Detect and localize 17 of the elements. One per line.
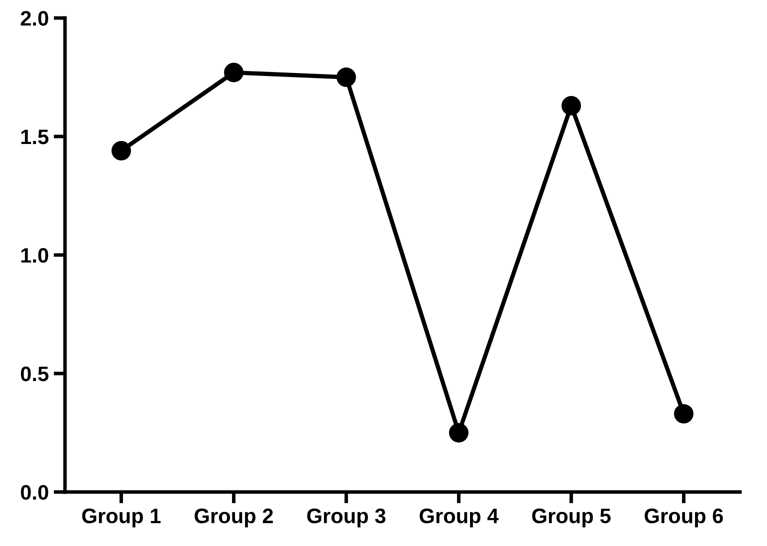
point [674, 404, 694, 424]
point [224, 62, 244, 82]
y-tick-label: 2.0 [20, 11, 48, 26]
y-tick-label: 1.0 [21, 248, 48, 263]
y-tick-label: 0.0 [20, 485, 48, 500]
y-tick-label: 0.5 [20, 366, 48, 382]
x-tick-label: Group 4 [420, 508, 499, 528]
x-tick-label: Group 2 [194, 508, 273, 528]
point [336, 68, 356, 87]
point [562, 96, 581, 116]
y-tick-label: 1.5 [21, 130, 48, 144]
x-tick-label: Group 1 [82, 508, 161, 528]
x-tick-label: Group 6 [644, 508, 723, 528]
x-tick-label: Group 3 [307, 508, 386, 528]
point [449, 423, 468, 442]
point [112, 140, 131, 160]
x-tick-label: Group 5 [532, 508, 611, 528]
